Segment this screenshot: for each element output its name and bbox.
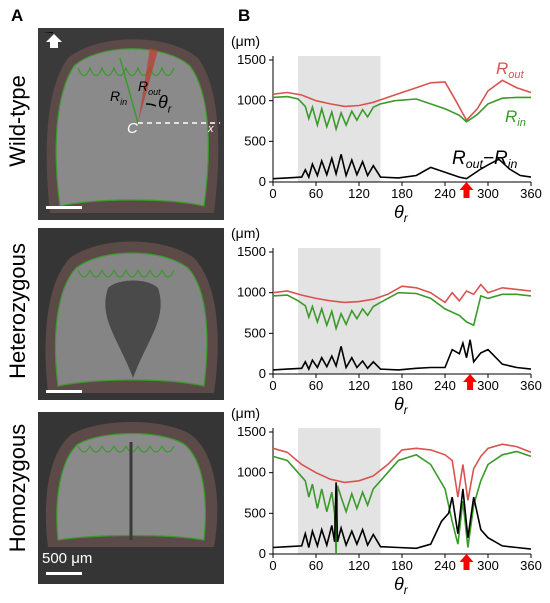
x-tick-label: 120 [348,378,370,393]
series-line-rout [272,443,532,501]
micrograph-homozygous: 500 μm [38,412,224,584]
micrograph-heterozygous [38,228,224,400]
y-tick-label: 0 [259,546,266,561]
scale-bar-3 [46,572,82,575]
arrow-marker-icon [459,554,474,570]
x-tick-label: 240 [434,558,456,573]
series-line-diff [272,482,532,550]
row-label-wildtype: Wild-type [5,75,30,167]
x-tick-label: 0 [269,378,276,393]
scale-bar-label: 500 μm [42,550,93,567]
x-axis-label: x [208,123,214,135]
shaded-region [298,428,381,554]
x-tick-label: 360 [520,558,542,573]
panel-label-b: B [238,6,251,25]
shaded-region [298,248,381,374]
r-out-label: Rout [138,78,161,97]
x-tick-label: 180 [391,378,413,393]
theta-label: θr [158,92,172,116]
legend-label-rin: Rin [505,107,526,129]
series-line-rout [272,79,532,122]
x-tick-label: 360 [520,186,542,201]
x-tick-label: 240 [434,186,456,201]
micrograph-homozygous-drawing [38,412,224,584]
series-line-rout [272,283,532,304]
x-tick-label: 180 [391,186,413,201]
series-line-rin [272,450,532,555]
y-tick-label: 0 [259,174,266,189]
legend-label-rout: Rout [496,59,525,81]
x-tick-label: 60 [309,186,323,201]
scale-bar-2 [46,390,82,393]
row-label-heterozygous: Heterozygous [5,243,30,379]
legend-label-diff: Rout−Rin [452,148,517,171]
x-tick-label: 120 [348,558,370,573]
y-tick-label: 1000 [237,465,266,480]
arrow-marker-icon [459,182,474,198]
y-axis-label: (μm) [231,405,260,421]
x-tick-label: 60 [309,378,323,393]
row-label-homozygous: Homozygous [5,423,30,553]
y-axis-label: (μm) [231,225,260,241]
x-tick-label: 0 [269,186,276,201]
x-axis-label: θr [394,202,409,225]
arrow-marker-icon [463,374,478,390]
x-tick-label: 0 [269,558,276,573]
y-tick-label: 500 [244,325,266,340]
micrograph-wildtype: Rout Rin θr C x [38,28,224,220]
micrograph-wildtype-drawing [38,28,224,220]
series-line-diff [272,154,532,180]
series-line-diff [272,339,532,372]
x-tick-label: 360 [520,378,542,393]
y-tick-label: 1000 [237,93,266,108]
shaded-region [298,56,381,182]
micrograph-heterozygous-drawing [38,228,224,400]
y-tick-label: 500 [244,505,266,520]
x-tick-label: 240 [434,378,456,393]
r-in-label: Rin [110,88,128,107]
panel-label-a: A [11,6,24,25]
y-tick-label: 1000 [237,285,266,300]
x-axis-label: θr [394,394,409,417]
scale-bar [46,206,82,209]
x-tick-label: 180 [391,558,413,573]
y-tick-label: 1500 [237,244,266,259]
x-tick-label: 300 [477,378,499,393]
y-tick-label: 500 [244,133,266,148]
y-tick-label: 1500 [237,52,266,67]
orientation-arrow-icon [46,34,62,48]
x-tick-label: 60 [309,558,323,573]
y-tick-label: 0 [259,366,266,381]
x-tick-label: 300 [477,186,499,201]
series-line-rin [272,291,532,332]
y-axis-label: (μm) [231,33,260,49]
series-line-rin [272,95,531,133]
x-tick-label: 120 [348,186,370,201]
y-tick-label: 1500 [237,424,266,439]
x-tick-label: 300 [477,558,499,573]
center-label: C [127,120,138,137]
x-axis-label: θr [394,574,409,597]
